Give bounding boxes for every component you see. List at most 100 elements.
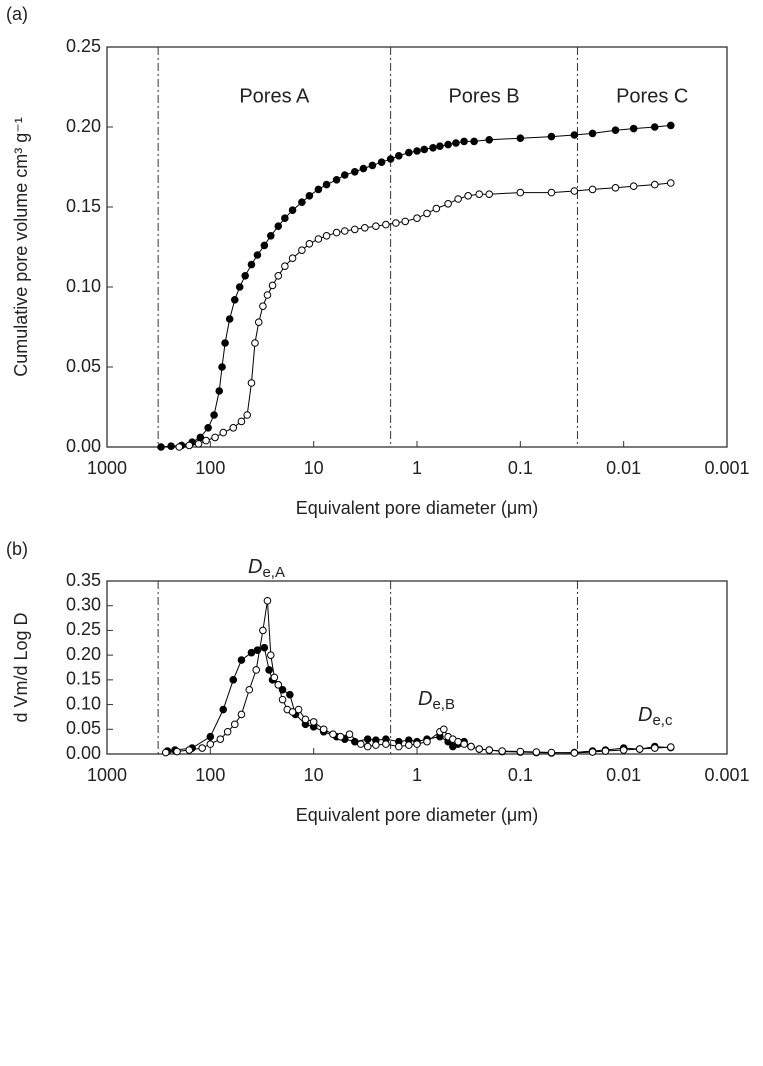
peak-annotation: De,B — [418, 688, 455, 713]
data-point — [485, 190, 494, 198]
data-point — [359, 164, 368, 173]
data-point — [666, 179, 675, 187]
data-point — [532, 748, 541, 756]
data-point — [263, 291, 272, 299]
data-point — [281, 214, 289, 222]
data-point — [619, 746, 628, 754]
data-point — [167, 442, 175, 451]
data-point — [219, 428, 228, 437]
data-point — [444, 200, 452, 208]
y-tick-label: 0.15 — [66, 196, 101, 216]
data-point — [215, 387, 224, 395]
data-point — [298, 246, 306, 254]
data-point — [251, 339, 259, 347]
data-point — [286, 690, 294, 699]
data-point — [322, 232, 331, 240]
annotation-subscript: e,c — [652, 712, 673, 729]
data-point — [650, 180, 659, 189]
data-point — [243, 411, 251, 419]
region-label: Pores B — [448, 85, 519, 107]
data-point — [202, 436, 210, 445]
data-point — [260, 241, 269, 250]
data-point — [475, 190, 484, 198]
data-point — [175, 443, 184, 451]
y-tick-label: 0.00 — [66, 436, 101, 456]
x-tick-label: 1000 — [87, 458, 127, 478]
data-point — [194, 440, 203, 448]
data-point — [650, 744, 659, 752]
data-point — [314, 185, 323, 194]
annotation-symbol: D — [638, 704, 652, 726]
y-tick-label: 0.10 — [66, 276, 101, 296]
x-tick-label: 0.001 — [704, 765, 749, 785]
data-point — [452, 139, 460, 147]
data-point — [161, 748, 170, 757]
data-point — [332, 176, 341, 184]
data-point — [401, 217, 410, 226]
data-point — [274, 681, 283, 689]
data-point — [405, 148, 413, 157]
data-point — [432, 204, 441, 213]
data-point — [336, 732, 345, 741]
data-point — [266, 232, 275, 240]
data-point — [254, 318, 263, 327]
data-point — [345, 730, 354, 739]
data-point — [350, 168, 359, 176]
data-point — [225, 315, 234, 323]
data-point — [210, 411, 218, 419]
data-point — [230, 720, 239, 729]
annotation-subscript: e,B — [432, 696, 455, 713]
data-point — [219, 705, 228, 714]
data-point — [588, 748, 597, 756]
panel-label: (a) — [6, 4, 28, 24]
data-point — [259, 626, 267, 635]
data-point — [454, 195, 462, 203]
y-tick-label: 0.10 — [66, 693, 101, 713]
data-point — [235, 283, 244, 291]
x-tick-label: 100 — [195, 765, 225, 785]
data-point — [611, 184, 620, 192]
data-point — [288, 254, 297, 263]
data-point — [206, 740, 215, 748]
data-point — [298, 198, 306, 206]
data-point — [274, 222, 283, 230]
data-point — [423, 209, 431, 218]
y-axis-title: Cumulative pore volume cm³ g⁻¹ — [11, 117, 31, 377]
y-tick-label: 0.30 — [66, 594, 101, 614]
data-point — [516, 134, 525, 142]
data-point — [629, 124, 638, 133]
data-point — [611, 126, 620, 134]
data-point — [413, 147, 421, 155]
data-point — [314, 235, 323, 243]
x-tick-label: 0.01 — [606, 458, 641, 478]
region-label: Pores C — [616, 85, 688, 107]
data-point — [601, 747, 610, 755]
data-point — [221, 339, 229, 347]
data-point — [198, 744, 206, 752]
data-point — [241, 272, 249, 280]
data-point — [516, 188, 525, 197]
y-tick-label: 0.20 — [66, 644, 101, 664]
data-point — [237, 710, 246, 719]
data-point — [382, 220, 390, 229]
data-point — [185, 746, 194, 754]
data-point — [259, 302, 267, 311]
x-axis-title: Equivalent pore diameter (μm) — [296, 805, 538, 825]
data-point — [237, 417, 246, 426]
x-tick-label: 0.01 — [606, 765, 641, 785]
x-tick-label: 0.1 — [508, 458, 533, 478]
region-label: Pores A — [239, 85, 310, 107]
data-point — [211, 433, 219, 442]
data-point — [229, 424, 238, 432]
x-tick-label: 1 — [412, 458, 422, 478]
data-point — [305, 192, 314, 200]
data-point — [305, 240, 314, 248]
data-point — [372, 222, 380, 230]
data-point — [229, 676, 238, 684]
data-point — [666, 121, 675, 130]
data-point — [570, 131, 579, 139]
data-point — [185, 441, 194, 450]
x-tick-label: 10 — [304, 458, 324, 478]
